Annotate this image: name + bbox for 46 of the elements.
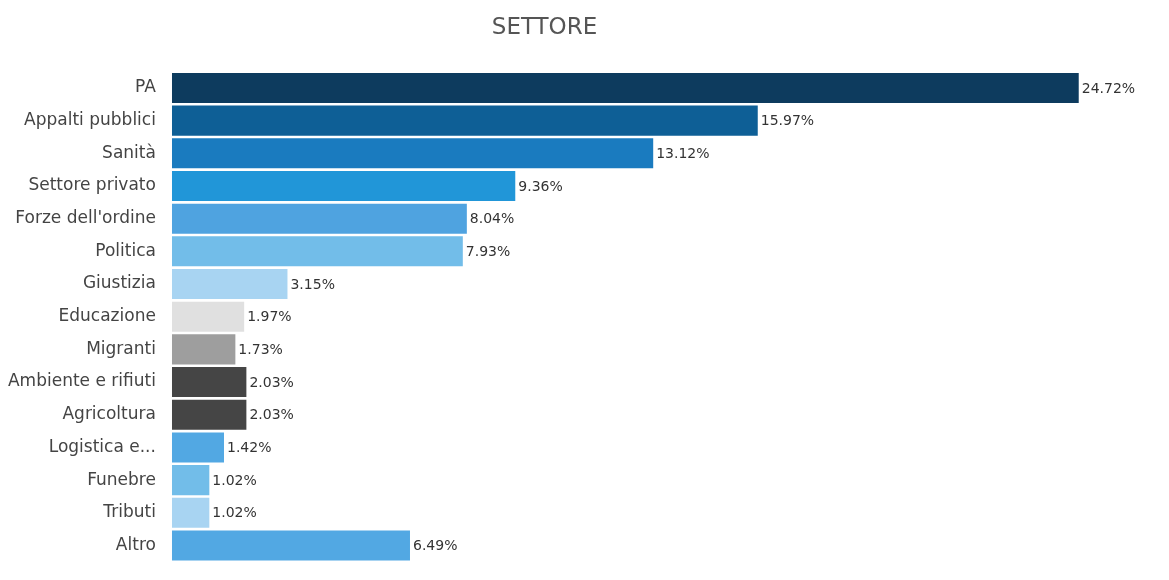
data-label: 3.15% <box>290 275 335 292</box>
y-tick-label: Forze dell'ordine <box>15 207 156 228</box>
bar <box>171 367 247 398</box>
y-tick-label: Tributi <box>102 501 156 522</box>
data-label: 6.49% <box>412 537 458 554</box>
data-label: 13.12% <box>656 144 710 161</box>
y-tick-label: Funebre <box>87 468 156 489</box>
bar <box>171 399 247 430</box>
bar <box>171 465 210 496</box>
data-label: 1.02% <box>212 504 257 521</box>
bar <box>171 236 463 267</box>
y-tick-label: Migranti <box>86 337 156 358</box>
bar <box>171 497 210 528</box>
y-tick-label: Altro <box>115 533 156 554</box>
y-tick-label: Educazione <box>58 305 156 326</box>
y-tick-label: Logistica e... <box>48 435 156 456</box>
chart-title: SETTORE <box>491 12 598 39</box>
data-label: 1.02% <box>212 471 257 488</box>
bar <box>171 105 758 136</box>
bar <box>171 72 1079 103</box>
bar <box>171 203 467 234</box>
y-tick-label: Giustizia <box>82 272 156 293</box>
data-label: 8.04% <box>469 210 515 227</box>
y-tick-label: Politica <box>95 239 156 260</box>
data-label: 9.36% <box>518 177 563 194</box>
data-label: 1.97% <box>247 308 292 325</box>
bar <box>171 334 236 365</box>
bar <box>171 268 288 300</box>
bar <box>171 301 245 332</box>
y-tick-label: Appalti pubblici <box>24 109 156 130</box>
data-label: 1.73% <box>238 341 283 358</box>
data-label: 2.03% <box>249 406 294 423</box>
bar <box>171 170 516 202</box>
data-label: 7.93% <box>465 242 511 259</box>
bar <box>171 138 654 169</box>
y-tick-label: PA <box>135 76 157 97</box>
y-tick-label: Agricoltura <box>62 403 156 424</box>
data-label: 2.03% <box>249 373 294 390</box>
data-label: 1.42% <box>227 439 272 456</box>
y-tick-label: Settore privato <box>28 174 156 195</box>
bar <box>171 530 410 561</box>
data-label: 15.97% <box>760 112 815 129</box>
bar <box>171 432 224 463</box>
data-label: 24.72% <box>1081 79 1136 96</box>
y-tick-label: Sanità <box>102 141 156 162</box>
y-tick-label: Ambiente e rifiuti <box>7 370 156 391</box>
